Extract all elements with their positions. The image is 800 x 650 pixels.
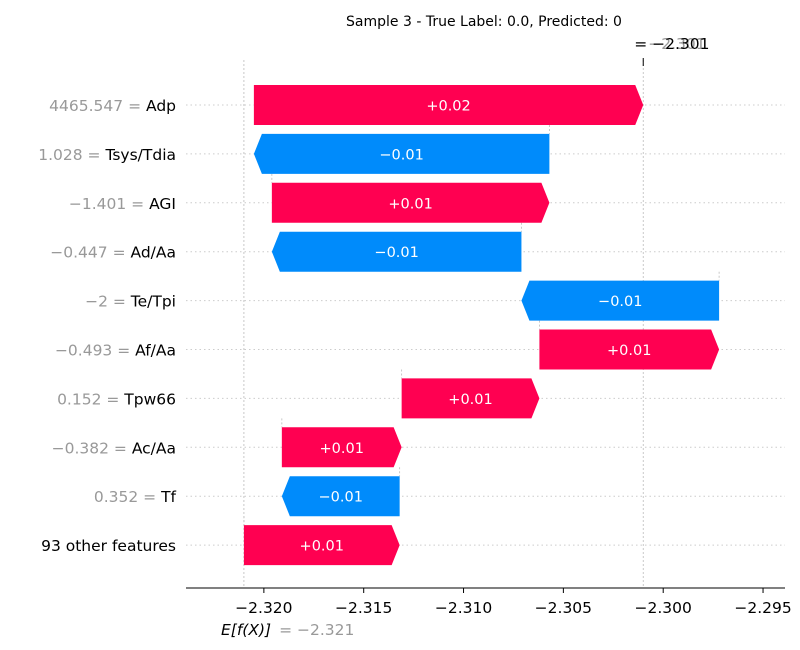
equals-sign: = — [123, 97, 146, 115]
bar-value-label: −0.01 — [319, 490, 363, 506]
expected-value-label: E[f(X)] — [221, 621, 271, 639]
feature-value: −0.493 — [55, 342, 112, 360]
final-value-label: = −2.301 — [634, 35, 709, 53]
positive-contribution-bar — [243, 525, 400, 566]
feature-name: Tsys/Tdia — [104, 146, 176, 164]
feature-value: −2 — [85, 293, 108, 311]
feature-label: 1.028 = Tsys/Tdia — [38, 146, 176, 164]
feature-name: 93 other features — [41, 537, 176, 555]
positive-contribution-bar — [253, 85, 644, 125]
equals-sign: = — [108, 293, 131, 311]
feature-value: −0.382 — [52, 439, 109, 457]
feature-label: −0.493 = Af/Aa — [55, 342, 176, 360]
bar-value-label: +0.01 — [300, 539, 344, 555]
feature-name: Tf — [160, 488, 176, 506]
equals-sign: = — [138, 488, 161, 506]
equals-sign: = — [108, 244, 131, 262]
bar-value-label: +0.01 — [388, 196, 432, 212]
equals-sign: = — [83, 146, 106, 164]
positive-contribution-bar — [401, 378, 540, 419]
feature-label: −0.382 = Ac/Aa — [52, 439, 176, 457]
feature-label: 0.152 = Tpw66 — [57, 390, 176, 408]
final-value-marker: −2.301= −2.301 — [634, 35, 710, 66]
feature-label: 4465.547 = Adp — [49, 97, 176, 115]
bar-value-label: +0.01 — [320, 441, 364, 457]
x-tick-label: −2.315 — [335, 599, 392, 617]
feature-value: 1.028 — [38, 146, 82, 164]
feature-name: Ac/Aa — [132, 439, 176, 457]
feature-value: 0.152 — [57, 390, 101, 408]
feature-label: −1.401 = AGI — [69, 195, 176, 213]
positive-contribution-bar — [281, 427, 402, 468]
x-axis: −2.320 −2.315 −2.310 −2.305 −2.300 −2.295 E[f(… — [186, 587, 792, 639]
x-tick-label: −2.310 — [435, 599, 492, 617]
positive-contribution-bar — [539, 329, 720, 370]
feature-name: Adp — [146, 97, 176, 115]
feature-name: Te/Tpi — [130, 293, 176, 311]
negative-contribution-bar — [271, 231, 522, 272]
base-value-label: = −2.321 — [279, 621, 354, 639]
base-value-annotation: E[f(X)] = −2.321 — [221, 621, 354, 639]
x-tick-label: −2.320 — [235, 599, 292, 617]
equals-sign: = — [101, 390, 124, 408]
feature-labels: 4465.547 = Adp 1.028 = Tsys/Tdia −1.401 = … — [38, 97, 176, 555]
feature-label: −2 = Te/Tpi — [85, 293, 176, 311]
final-value-ghost-label: −2.301 — [648, 35, 705, 53]
negative-contribution-bar — [281, 476, 400, 517]
feature-label: 93 other features — [41, 537, 176, 555]
connector-lines — [243, 60, 720, 588]
chart-title: Sample 3 - True Label: 0.0, Predicted: 0 — [346, 14, 622, 30]
bar-value-label: +0.02 — [426, 99, 470, 115]
feature-name: Tpw66 — [123, 390, 176, 408]
x-tick-label: −2.300 — [635, 599, 692, 617]
equals-sign: = — [109, 439, 132, 457]
bar-value-label: −0.01 — [598, 294, 642, 310]
x-tick-label: −2.305 — [535, 599, 592, 617]
bar-value-label: +0.01 — [448, 392, 492, 408]
feature-value: 0.352 — [94, 488, 138, 506]
bar-value-label: +0.01 — [607, 343, 651, 359]
feature-label: 0.352 = Tf — [94, 488, 177, 506]
negative-contribution-bar — [253, 133, 550, 174]
equals-sign: = — [112, 342, 135, 360]
bar-value-label: −0.01 — [374, 245, 418, 261]
contribution-bars: +0.02 −0.01 +0.01 −0.01 −0.01 +0.01 +0.01 +0.01… — [243, 85, 720, 566]
feature-value: −1.401 — [69, 195, 126, 213]
feature-value: −0.447 — [50, 244, 107, 262]
bar-value-label: −0.01 — [379, 147, 423, 163]
feature-value: 4465.547 — [49, 97, 123, 115]
feature-name: AGI — [149, 195, 176, 213]
x-tick-label: −2.295 — [734, 599, 791, 617]
feature-label: −0.447 = Ad/Aa — [50, 244, 176, 262]
feature-name: Af/Aa — [135, 342, 176, 360]
feature-name: Ad/Aa — [131, 244, 177, 262]
positive-contribution-bar — [271, 182, 550, 223]
negative-contribution-bar — [521, 280, 720, 321]
equals-sign: = — [126, 195, 149, 213]
